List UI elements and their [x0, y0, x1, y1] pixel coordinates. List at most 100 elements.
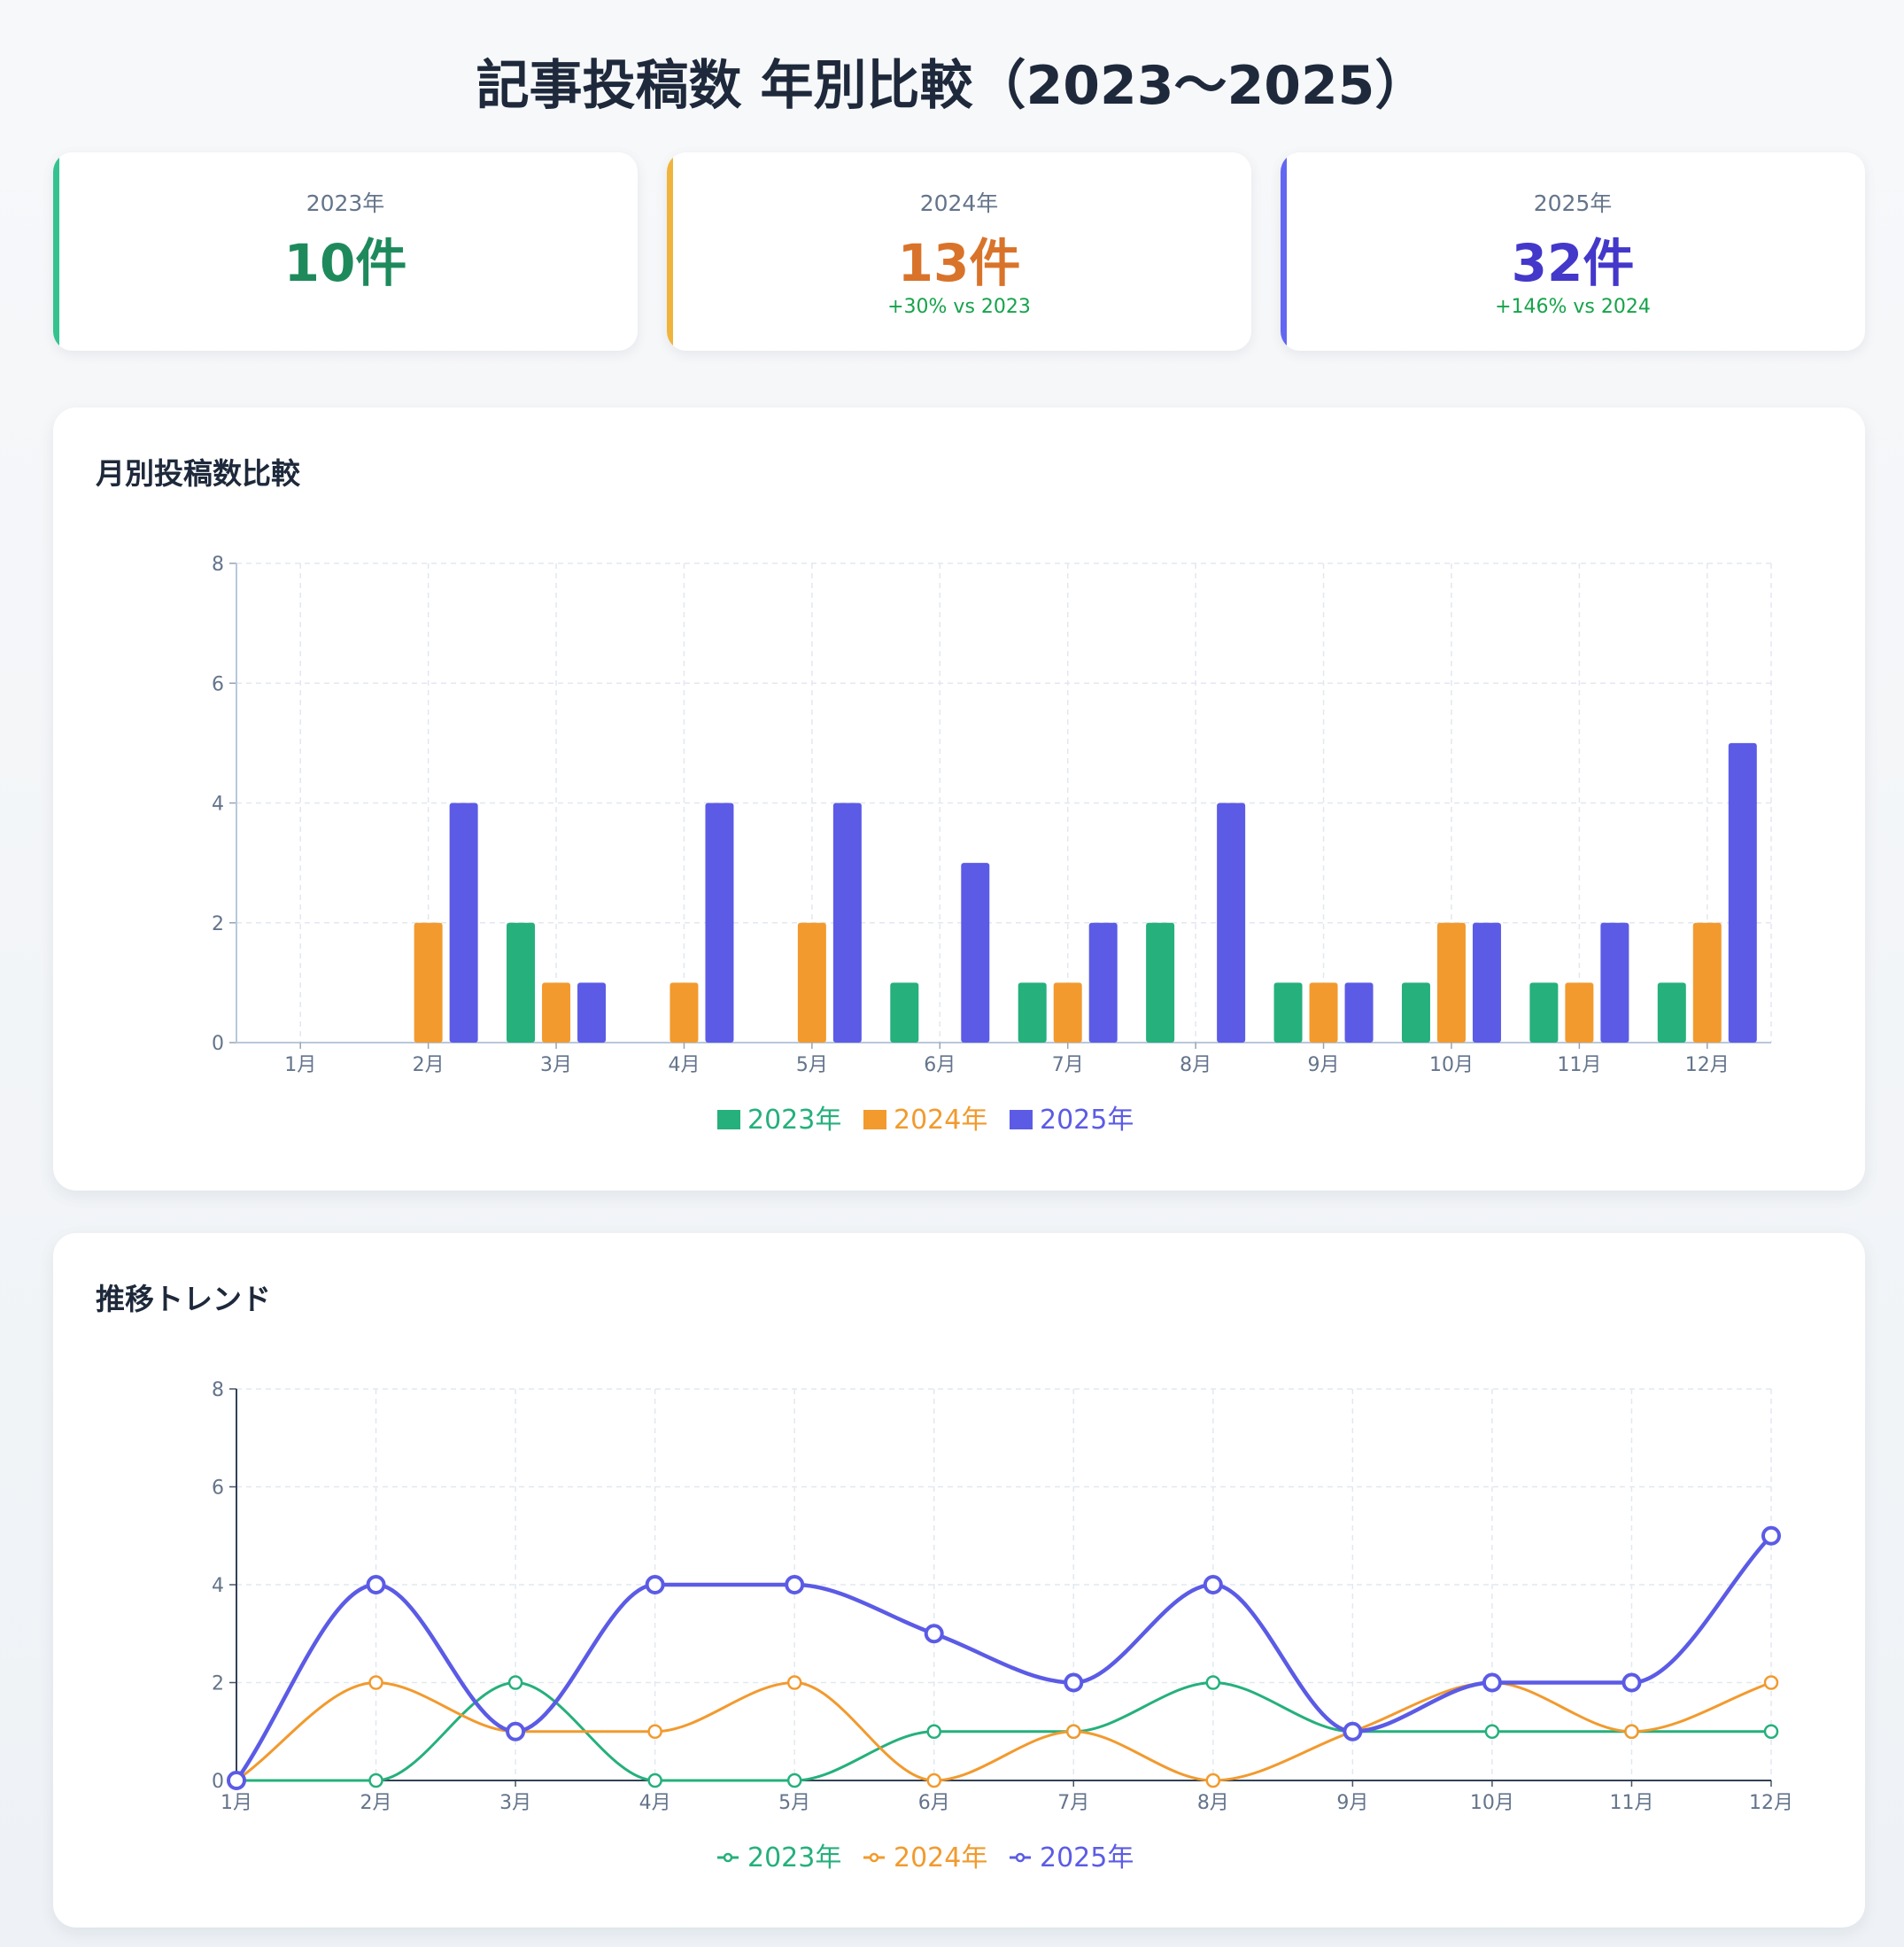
point-2024年-11月: [1624, 1724, 1639, 1739]
x-tick-label: 12月: [1749, 1792, 1793, 1814]
stat-value-2024: 13件: [897, 233, 1021, 293]
legend-label-2024年: 2024年: [894, 1105, 987, 1136]
point-2023年-3月: [507, 1675, 523, 1690]
point-2025年-6月: [924, 1624, 944, 1644]
legend-marker-2024年: [869, 1852, 879, 1863]
bar-2023年-3月: [507, 922, 536, 1043]
point-2024年-6月: [926, 1772, 941, 1788]
x-tick-label: 1月: [284, 1054, 316, 1076]
bar-2023年-10月: [1401, 982, 1430, 1043]
page-title: 記事投稿数 年別比較（2023〜2025）: [476, 55, 1428, 117]
bar-2025年-9月: [1344, 982, 1374, 1043]
stat-card-2023: 2023年 10件: [53, 152, 638, 351]
point-2024年-7月: [1066, 1724, 1081, 1739]
point-2024年-5月: [786, 1675, 802, 1690]
point-2023年-12月: [1763, 1724, 1779, 1739]
bar-2024年-5月: [797, 922, 826, 1043]
stat-card-2025: 2025年 32件 +146% vs 2024: [1281, 152, 1865, 351]
y-tick-label: 4: [212, 1575, 224, 1597]
bar-2025年-12月: [1728, 742, 1757, 1043]
x-tick-label: 7月: [1052, 1054, 1084, 1076]
line-chart-title: 推移トレンド: [96, 1282, 271, 1316]
stat-accent-2025: [1281, 152, 1287, 351]
x-tick-label: 10月: [1429, 1054, 1474, 1076]
line-chart-card: 推移トレンド 0 2 4 6 8 1月 2月 3月 4月 5月 6月 7月 8月 9月 10月 11月 12月 2…: [53, 1233, 1865, 1928]
bar-2024年-3月: [542, 982, 571, 1043]
bar-2025年-3月: [577, 982, 607, 1043]
bar-2023年-9月: [1273, 982, 1303, 1043]
bar-2025年-10月: [1472, 922, 1501, 1043]
y-tick-label: 6: [212, 673, 224, 695]
legend-label-2023年: 2023年: [747, 1105, 841, 1136]
legend-label-2024年: 2024年: [894, 1842, 987, 1873]
bar-2023年-11月: [1529, 982, 1559, 1043]
stat-cards: 2023年 10件 2024年 13件 +30% vs 2023 2025年 3…: [53, 152, 1865, 351]
line-chart: 0 2 4 6 8 1月 2月 3月 4月 5月 6月 7月 8月 9月 10月 11月 12月 2023年 202…: [212, 1379, 1793, 1873]
point-2025年-10月: [1482, 1672, 1502, 1693]
bar-2025年-8月: [1217, 803, 1246, 1043]
point-2025年-1月: [227, 1771, 246, 1790]
x-tick-label: 2月: [413, 1054, 445, 1076]
x-tick-label: 8月: [1197, 1792, 1229, 1814]
point-2024年-4月: [647, 1724, 662, 1739]
bar-2024年-4月: [669, 982, 699, 1043]
x-tick-label: 11月: [1609, 1792, 1653, 1814]
point-2023年-4月: [647, 1772, 662, 1788]
point-2024年-8月: [1205, 1772, 1221, 1788]
bar-2025年-6月: [961, 863, 990, 1043]
x-tick-label: 2月: [360, 1792, 392, 1814]
stat-card-2024: 2024年 13件 +30% vs 2023: [667, 152, 1251, 351]
x-tick-label: 5月: [796, 1054, 828, 1076]
stat-label-2024: 2024年: [919, 190, 999, 216]
stat-label-2025: 2025年: [1533, 190, 1613, 216]
bar-2024年-11月: [1565, 982, 1594, 1043]
bar-2024年-10月: [1436, 922, 1466, 1043]
x-tick-label: 1月: [221, 1792, 252, 1814]
bar-2023年-7月: [1018, 982, 1047, 1043]
point-2024年-12月: [1763, 1675, 1779, 1690]
stat-label-2023: 2023年: [306, 190, 385, 216]
x-tick-label: 11月: [1557, 1054, 1601, 1076]
x-tick-label: 6月: [924, 1054, 956, 1076]
bar-2025年-11月: [1600, 922, 1629, 1043]
bar-2023年-8月: [1146, 922, 1175, 1043]
x-tick-label: 9月: [1336, 1792, 1368, 1814]
point-2025年-7月: [1064, 1672, 1084, 1693]
point-2025年-5月: [785, 1575, 805, 1594]
stat-delta-2024: +30% vs 2023: [887, 296, 1031, 318]
bar-2023年-6月: [890, 982, 919, 1043]
point-2023年-8月: [1205, 1675, 1221, 1690]
point-2023年-2月: [368, 1772, 383, 1788]
y-tick-label: 2: [212, 1673, 224, 1695]
y-tick-label: 0: [212, 1033, 224, 1055]
point-2025年-3月: [506, 1721, 526, 1741]
stat-accent-2023: [53, 152, 59, 351]
legend-label-2023年: 2023年: [747, 1842, 841, 1873]
legend-label-2025年: 2025年: [1040, 1842, 1134, 1873]
point-2025年-4月: [645, 1575, 665, 1594]
bar-2024年-2月: [414, 922, 443, 1043]
y-tick-label: 2: [212, 913, 224, 935]
point-2023年-10月: [1484, 1724, 1500, 1739]
bar-chart-title: 月別投稿数比較: [96, 456, 300, 491]
bar-2024年-7月: [1053, 982, 1082, 1043]
stat-value-2023: 10件: [283, 233, 407, 293]
bar-2025年-5月: [832, 803, 862, 1043]
point-2025年-9月: [1343, 1721, 1363, 1741]
x-tick-label: 7月: [1057, 1792, 1089, 1814]
stat-accent-2024: [667, 152, 673, 351]
bar-2025年-4月: [705, 803, 734, 1043]
legend-label-2025年: 2025年: [1040, 1105, 1134, 1136]
point-2023年-5月: [786, 1772, 802, 1788]
x-tick-label: 3月: [499, 1792, 531, 1814]
point-2025年-11月: [1621, 1672, 1642, 1693]
bar-2024年-12月: [1692, 922, 1722, 1043]
x-tick-label: 4月: [668, 1054, 700, 1076]
x-tick-label: 3月: [540, 1054, 572, 1076]
point-2024年-2月: [368, 1675, 383, 1690]
legend-marker-2025年: [1015, 1852, 1026, 1863]
y-tick-label: 0: [212, 1771, 224, 1793]
bar-2024年-9月: [1309, 982, 1338, 1043]
y-tick-label: 8: [212, 554, 224, 576]
